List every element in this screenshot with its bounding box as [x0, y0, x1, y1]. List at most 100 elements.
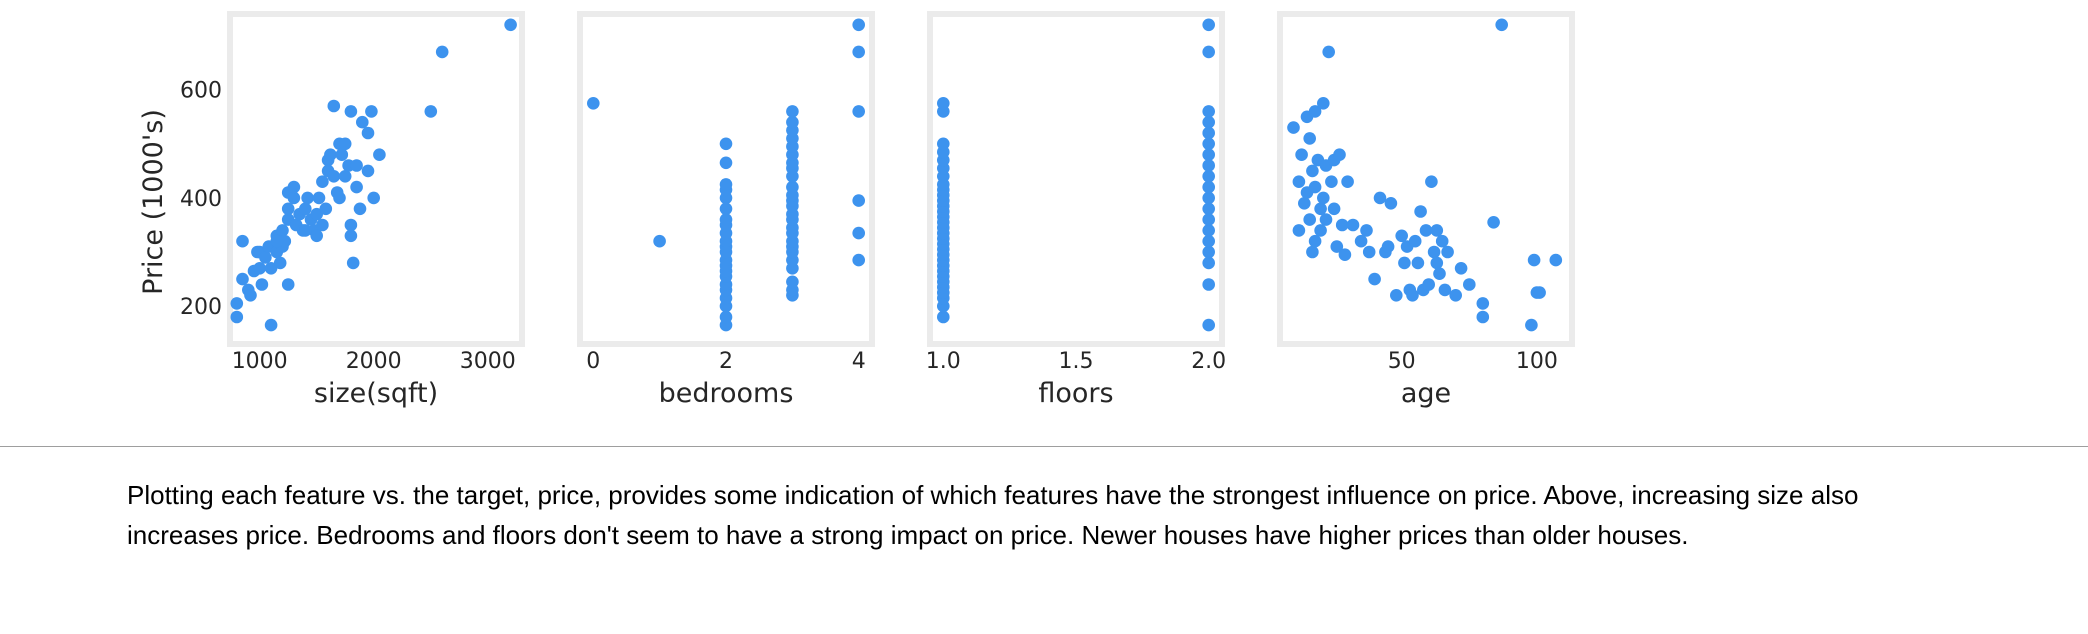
data-point — [1362, 245, 1376, 259]
data-point — [327, 170, 341, 183]
data-point — [1449, 289, 1462, 302]
data-point — [301, 191, 314, 205]
data-point — [786, 180, 799, 194]
data-point — [1303, 132, 1316, 145]
data-point — [353, 202, 367, 216]
data-point — [338, 137, 352, 151]
data-point — [287, 191, 301, 205]
data-point — [1533, 286, 1546, 299]
data-point — [350, 180, 363, 194]
data-point — [316, 175, 329, 188]
data-point — [236, 272, 249, 286]
data-point — [1202, 18, 1215, 32]
x-tick-label: 1.0 — [926, 349, 961, 374]
data-point — [435, 45, 449, 59]
data-point — [719, 178, 733, 191]
data-point — [276, 224, 289, 237]
data-point — [1308, 180, 1322, 194]
subplot-3: 1.0 1.5 2.0 floors — [926, 11, 1226, 409]
data-point — [1463, 278, 1476, 291]
subplot-4: 50 100 age — [1277, 11, 1575, 409]
x-tick-label: 3000 — [460, 349, 516, 374]
x-axis-label: age — [1401, 378, 1451, 409]
data-point — [1202, 126, 1215, 140]
x-axis-label: floors — [1038, 378, 1113, 409]
data-point — [1384, 197, 1398, 210]
data-point — [719, 213, 733, 226]
data-point — [310, 229, 324, 243]
data-point — [327, 99, 341, 113]
data-point — [1333, 148, 1346, 161]
subplot-frame — [927, 11, 1225, 347]
data-point — [299, 202, 312, 216]
data-point — [1202, 137, 1215, 151]
data-point — [852, 45, 865, 59]
data-point — [1306, 164, 1319, 178]
data-point — [253, 262, 266, 275]
data-point — [1346, 218, 1360, 232]
data-point — [324, 148, 337, 161]
data-point — [1202, 105, 1215, 118]
data-point — [1427, 245, 1441, 259]
data-point — [344, 105, 358, 118]
data-point — [264, 262, 278, 275]
data-point — [1476, 310, 1490, 324]
data-point — [1435, 234, 1449, 248]
data-point — [1202, 278, 1215, 291]
data-point — [1317, 191, 1330, 205]
data-point — [1306, 245, 1319, 259]
data-point — [1292, 224, 1306, 237]
data-point — [1527, 253, 1541, 267]
data-point — [270, 234, 284, 248]
data-point — [350, 159, 363, 172]
data-point — [1338, 248, 1352, 261]
data-point — [335, 148, 349, 161]
data-point — [1202, 213, 1215, 226]
data-point — [1202, 202, 1215, 216]
data-point — [259, 251, 272, 264]
data-point — [852, 226, 865, 240]
data-point — [1422, 278, 1435, 291]
data-point — [937, 97, 950, 110]
data-point — [244, 289, 257, 302]
divider — [0, 446, 2088, 447]
data-point — [719, 202, 733, 216]
data-point — [1202, 45, 1215, 59]
data-point — [230, 297, 244, 310]
data-point — [1395, 229, 1408, 243]
data-point — [299, 224, 312, 237]
data-point — [1360, 224, 1373, 237]
data-point — [1487, 216, 1500, 229]
data-point — [1317, 97, 1330, 110]
y-tick-label: 200 — [180, 295, 222, 320]
data-point — [1441, 245, 1454, 259]
data-point — [1308, 105, 1322, 118]
x-tick-label: 2 — [719, 349, 733, 374]
subplot-2: 0 2 4 bedrooms — [577, 11, 875, 409]
data-point — [1433, 267, 1446, 281]
data-point — [1430, 256, 1444, 270]
data-point — [1354, 234, 1368, 248]
data-point — [287, 180, 301, 194]
data-point — [361, 126, 375, 140]
data-point — [312, 191, 326, 205]
data-point — [1330, 240, 1344, 253]
data-point — [310, 207, 324, 221]
data-point — [273, 256, 287, 270]
data-point — [365, 105, 378, 118]
data-point — [367, 191, 381, 205]
data-point — [1390, 289, 1403, 302]
data-point — [1202, 115, 1215, 129]
data-point — [344, 229, 358, 243]
data-point — [281, 278, 295, 291]
data-point — [346, 256, 360, 270]
data-point — [1319, 213, 1333, 226]
data-point — [373, 148, 386, 161]
figure-area: Price (1000's) 1000 2000 3000 200 400 600 size… — [138, 11, 1575, 409]
data-point — [1476, 297, 1490, 310]
data-point — [333, 191, 346, 205]
caption-line-1: Plotting each feature vs. the target, pr… — [127, 480, 1859, 510]
data-point — [1202, 245, 1215, 259]
data-point — [1314, 202, 1327, 216]
data-point — [1298, 197, 1311, 210]
